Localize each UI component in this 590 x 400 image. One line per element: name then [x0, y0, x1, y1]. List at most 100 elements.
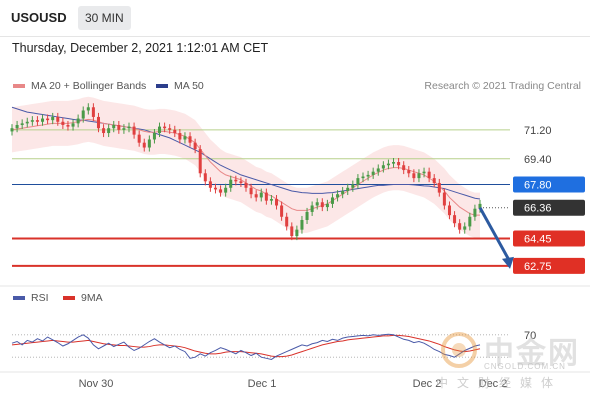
candle-body [397, 162, 401, 166]
level-label-bg [513, 176, 585, 193]
candle-body [442, 192, 446, 206]
x-tick-label: Dec 1 [248, 378, 277, 390]
candle-body [61, 121, 65, 125]
candle-body [41, 118, 45, 122]
candle-body [254, 194, 258, 198]
candle-body [402, 165, 406, 171]
candle-body [285, 216, 289, 227]
candle-body [310, 205, 314, 212]
symbol-label[interactable]: USOUSD [11, 10, 67, 25]
rsi-ma-line [11, 334, 481, 358]
candle-body [193, 142, 197, 150]
candle-body [473, 208, 477, 217]
level-label: 69.40 [524, 154, 552, 166]
candle-body [91, 107, 95, 117]
ma20-label: MA 20 + Bollinger Bands [31, 80, 147, 92]
level-label-bg [513, 257, 585, 274]
rsi-tick-label: 70 [524, 330, 536, 342]
candle-body [137, 134, 141, 143]
candle-body [259, 192, 263, 198]
candle-body [25, 121, 29, 124]
level-label: 66.36 [524, 203, 552, 215]
ma50-swatch [156, 84, 168, 89]
candle-body [376, 168, 380, 172]
candle-body [427, 171, 431, 179]
candle-body [264, 192, 268, 201]
candle-body [81, 110, 85, 119]
candle-body [305, 211, 309, 220]
rsi-ma-label: 9MA [81, 292, 103, 304]
candle-body [386, 163, 390, 166]
candle-body [239, 181, 243, 183]
candle-body [122, 128, 126, 130]
candle-body [20, 123, 24, 125]
candle-body [244, 182, 248, 188]
candle-body [112, 124, 116, 129]
candle-body [71, 123, 75, 127]
candle-body [10, 128, 14, 132]
candle-body [158, 126, 162, 134]
watermark-sub-text: 中文财经媒体 [436, 376, 563, 390]
candle-body [66, 124, 70, 127]
candle-body [381, 165, 385, 169]
candle-body [86, 107, 90, 111]
candle-body [356, 178, 360, 185]
ma50-line [11, 106, 481, 200]
candle-body [15, 124, 19, 129]
candle-body [51, 116, 55, 121]
candle-body [107, 128, 111, 134]
header-divider [0, 36, 590, 37]
candle-body [188, 136, 192, 143]
candle-body [76, 118, 80, 124]
watermark-cn-text: 中金网 [484, 336, 580, 371]
legend-ma50: MA 50 [156, 80, 204, 92]
candle-body [412, 173, 416, 179]
candle-body [102, 128, 106, 134]
candle-body [30, 120, 34, 122]
level-label: 62.75 [524, 261, 552, 273]
candle-body [463, 226, 467, 230]
candle-body [300, 219, 304, 230]
candle-body [330, 197, 334, 204]
legend-rsi: RSI [13, 292, 49, 304]
candle-body [152, 133, 156, 140]
candle-body [422, 171, 426, 174]
candle-body [478, 203, 482, 209]
x-tick-label: Nov 30 [79, 378, 114, 390]
candle-body [56, 116, 60, 122]
candle-body [269, 199, 273, 201]
forecast-arrow [478, 207, 512, 263]
candle-body [432, 178, 436, 183]
candle-body [249, 187, 253, 195]
level-label-bg [513, 230, 585, 247]
candle-body [366, 174, 370, 177]
chart-header: USOUSD 30 MIN [0, 0, 590, 36]
candle-body [178, 133, 182, 140]
candle-body [219, 189, 223, 193]
candle-body [320, 202, 324, 208]
candle-body [290, 226, 294, 237]
candle-body [407, 170, 411, 174]
rsi-ma-swatch [63, 296, 75, 301]
candle-body [208, 181, 212, 188]
candle-body [458, 223, 462, 230]
candle-body [35, 120, 39, 122]
candle-body [213, 187, 217, 190]
level-label-bg [513, 199, 585, 216]
candle-body [315, 202, 319, 206]
legend-rsi-ma: 9MA [63, 292, 103, 304]
candle-body [371, 171, 375, 175]
candle-body [127, 126, 131, 129]
candle-body [275, 199, 279, 206]
candle-body [392, 162, 396, 164]
rsi-label: RSI [31, 292, 49, 304]
copyright-text: Research © 2021 Trading Central [424, 80, 581, 92]
candle-body [468, 216, 472, 227]
interval-button[interactable]: 30 MIN [78, 6, 131, 30]
candle-body [295, 229, 299, 237]
candle-body [341, 191, 345, 195]
candle-body [117, 124, 121, 130]
candle-body [361, 176, 365, 179]
candle-body [447, 205, 451, 216]
